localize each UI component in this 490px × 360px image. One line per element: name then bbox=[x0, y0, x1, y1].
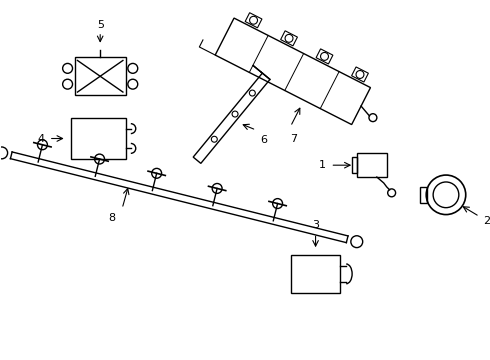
Text: 5: 5 bbox=[97, 20, 104, 30]
Bar bbox=[71, 118, 126, 159]
Bar bbox=[357, 153, 387, 177]
Text: 1: 1 bbox=[319, 160, 326, 170]
Bar bbox=[420, 187, 427, 203]
Text: 6: 6 bbox=[261, 135, 268, 145]
Bar bbox=[291, 255, 340, 293]
Bar bbox=[74, 58, 126, 95]
Text: 2: 2 bbox=[483, 216, 490, 226]
Text: 7: 7 bbox=[290, 134, 297, 144]
Bar bbox=[352, 157, 357, 173]
Text: 8: 8 bbox=[109, 213, 116, 223]
Text: 3: 3 bbox=[312, 220, 319, 230]
Text: 4: 4 bbox=[37, 134, 45, 144]
